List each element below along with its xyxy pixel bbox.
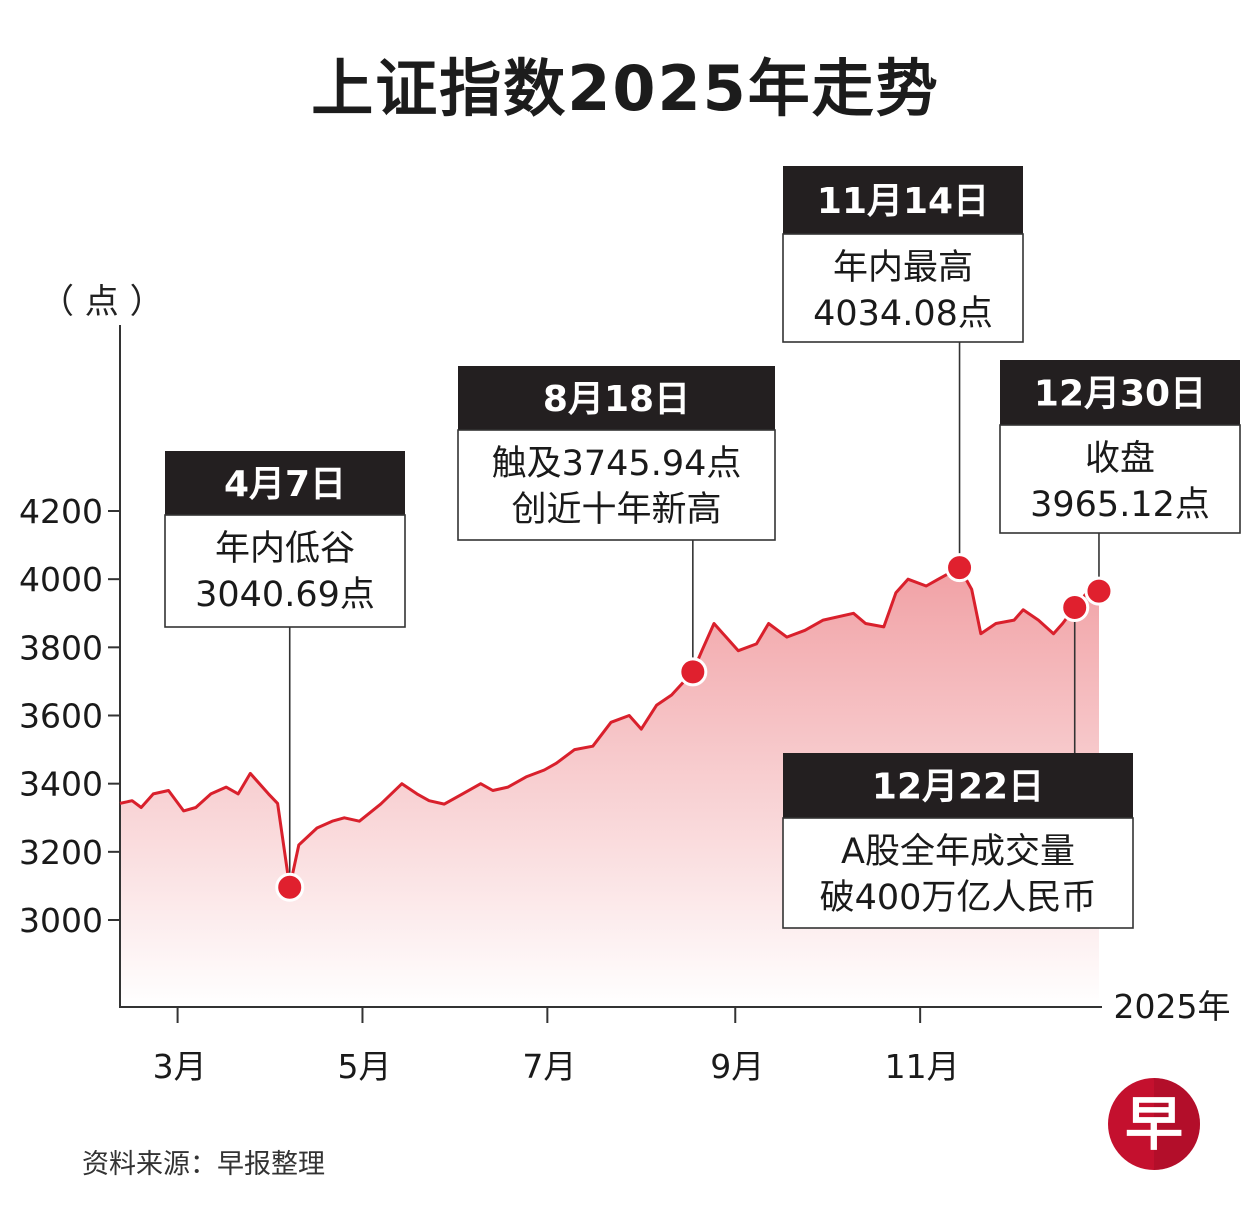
annotation-date: 12月22日 (872, 767, 1044, 808)
annotation-marker (1084, 576, 1114, 606)
annotation-layer: 4月7日年内低谷3040.69点8月18日触及3745.94点创近十年新高11月… (164, 166, 1241, 929)
axis-layer: 3000 3200 3400 3600 3800 4000 4200 3月 5月 7月 9月 11月 2… (19, 325, 1230, 1086)
annotation-text: 触及3745.94点 (492, 444, 742, 484)
x-axis-title: 2025年 (1114, 987, 1231, 1026)
annotation-text: 收盘 (1085, 439, 1155, 479)
annotation-text: 年内低谷 (215, 529, 355, 569)
annotation-header (783, 753, 1133, 818)
y-tick-label: 4200 (19, 492, 103, 531)
annotation-text: 创近十年新高 (511, 490, 721, 530)
annotation-text: 3965.12点 (1030, 485, 1210, 525)
annotation-text: 年内最高 (833, 248, 973, 288)
annotation-text: 4034.08点 (813, 294, 993, 334)
y-tick-label: 4000 (19, 560, 103, 599)
annotation-date: 4月7日 (224, 464, 346, 505)
annotation-header (1000, 360, 1240, 425)
annotation-date: 8月18日 (543, 379, 690, 420)
x-tick-label: 11月 (885, 1047, 960, 1086)
x-tick-label: 3月 (153, 1047, 207, 1086)
annotation-body (457, 429, 776, 541)
annotation-date: 12月30日 (1034, 374, 1206, 415)
annotation-header (458, 366, 775, 430)
annotation-body (999, 424, 1241, 534)
annotation-text: 破400万亿人民币 (820, 878, 1097, 918)
zaobao-logo: 早 (1108, 1078, 1200, 1170)
logo-glyph: 早 (1125, 1090, 1183, 1158)
annotation-body (782, 817, 1134, 929)
x-tick-label: 9月 (710, 1047, 764, 1086)
annotation-text: 3040.69点 (195, 575, 375, 615)
x-tick-label: 5月 (337, 1047, 391, 1086)
annotation-marker (275, 872, 305, 902)
y-tick-label: 3400 (19, 765, 103, 804)
y-tick-label: 3200 (19, 833, 103, 872)
y-tick-label: 3000 (19, 901, 103, 940)
x-tick-label: 7月 (522, 1047, 576, 1086)
y-tick-label: 3800 (19, 628, 103, 667)
annotation-header (165, 451, 405, 515)
annotation-date: 11月14日 (817, 181, 989, 222)
y-tick-label: 3600 (19, 697, 103, 736)
annotation-body (164, 514, 406, 628)
annotation-text: A股全年成交量 (841, 832, 1075, 872)
annotation-marker (678, 657, 708, 687)
annotation-body (782, 233, 1024, 343)
annotation-marker (945, 553, 975, 583)
chart-title: 上证指数2025年走势 (311, 52, 940, 125)
annotation-header (783, 166, 1023, 234)
annotation-marker (1060, 592, 1090, 622)
y-axis-unit-label: （ 点 ） (40, 282, 164, 322)
source-note: 资料来源：早报整理 (82, 1149, 325, 1180)
